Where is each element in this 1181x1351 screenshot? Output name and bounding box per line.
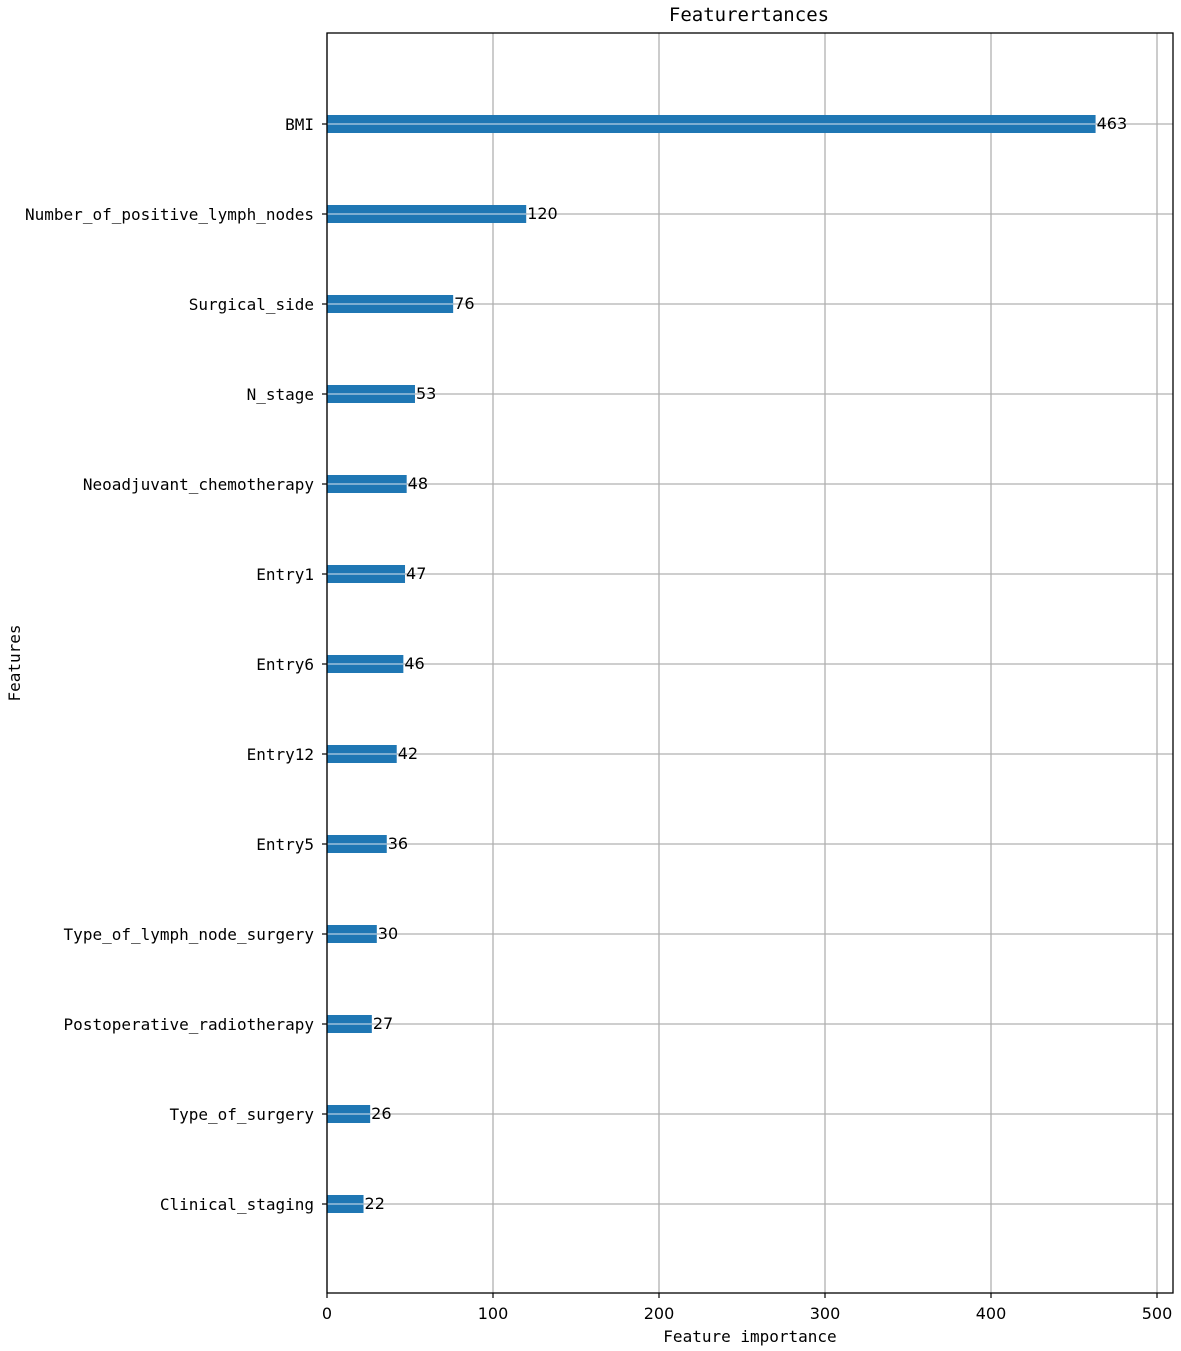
y-tick-label: Surgical_side <box>189 295 314 314</box>
bar-value-label: 76 <box>454 294 474 313</box>
bar-value-label: 22 <box>365 1194 385 1213</box>
bar-value-label: 42 <box>398 744 418 763</box>
x-tick-label: 500 <box>1142 1304 1173 1323</box>
bar-value-label: 120 <box>527 204 558 223</box>
x-tick-label: 0 <box>322 1304 332 1323</box>
x-tick-label: 200 <box>644 1304 675 1323</box>
y-tick-labels: BMI Number_of_positive_lymph_nodes Surgica… <box>25 115 327 1214</box>
bar-value-label: 47 <box>406 564 426 583</box>
bar-value-label: 46 <box>404 654 424 673</box>
y-tick-label: Entry12 <box>247 745 314 764</box>
bar-value-label: 53 <box>416 384 436 403</box>
y-tick-label: Entry5 <box>256 835 314 854</box>
bar-value-label: 48 <box>408 474 428 493</box>
y-tick-label: Entry1 <box>256 565 314 584</box>
x-tick-label: 100 <box>478 1304 509 1323</box>
y-tick-label: Entry6 <box>256 655 314 674</box>
bars <box>327 115 1096 1213</box>
y-tick-label: Neoadjuvant_chemotherapy <box>83 475 315 494</box>
grid-lines <box>326 33 1173 1293</box>
y-tick-label: Type_of_lymph_node_surgery <box>64 925 315 944</box>
y-tick-label: BMI <box>285 115 314 134</box>
y-tick-label: N_stage <box>247 385 314 404</box>
bar-value-labels: 463 120 76 53 48 47 46 42 36 30 27 26 22 <box>365 114 1128 1213</box>
chart-title: Featurertances <box>669 4 829 26</box>
bar-value-label: 30 <box>378 924 398 943</box>
plot-frame <box>326 32 1174 1294</box>
y-tick-label: Number_of_positive_lymph_nodes <box>25 205 314 224</box>
x-tick-label: 400 <box>976 1304 1007 1323</box>
bar-value-label: 27 <box>373 1014 393 1033</box>
x-axis-title: Feature importance <box>663 1327 836 1346</box>
y-tick-label: Type_of_surgery <box>170 1105 315 1124</box>
y-tick-label: Postoperative_radiotherapy <box>64 1015 315 1034</box>
bar-value-label: 463 <box>1097 114 1128 133</box>
y-axis-title: Features <box>5 624 24 701</box>
x-tick-label: 300 <box>810 1304 841 1323</box>
bar-value-label: 36 <box>388 834 408 853</box>
y-tick-label: Clinical_staging <box>160 1195 314 1214</box>
bar-value-label: 26 <box>371 1104 391 1123</box>
x-tick-labels: 0 100 200 300 400 500 <box>322 1293 1172 1323</box>
